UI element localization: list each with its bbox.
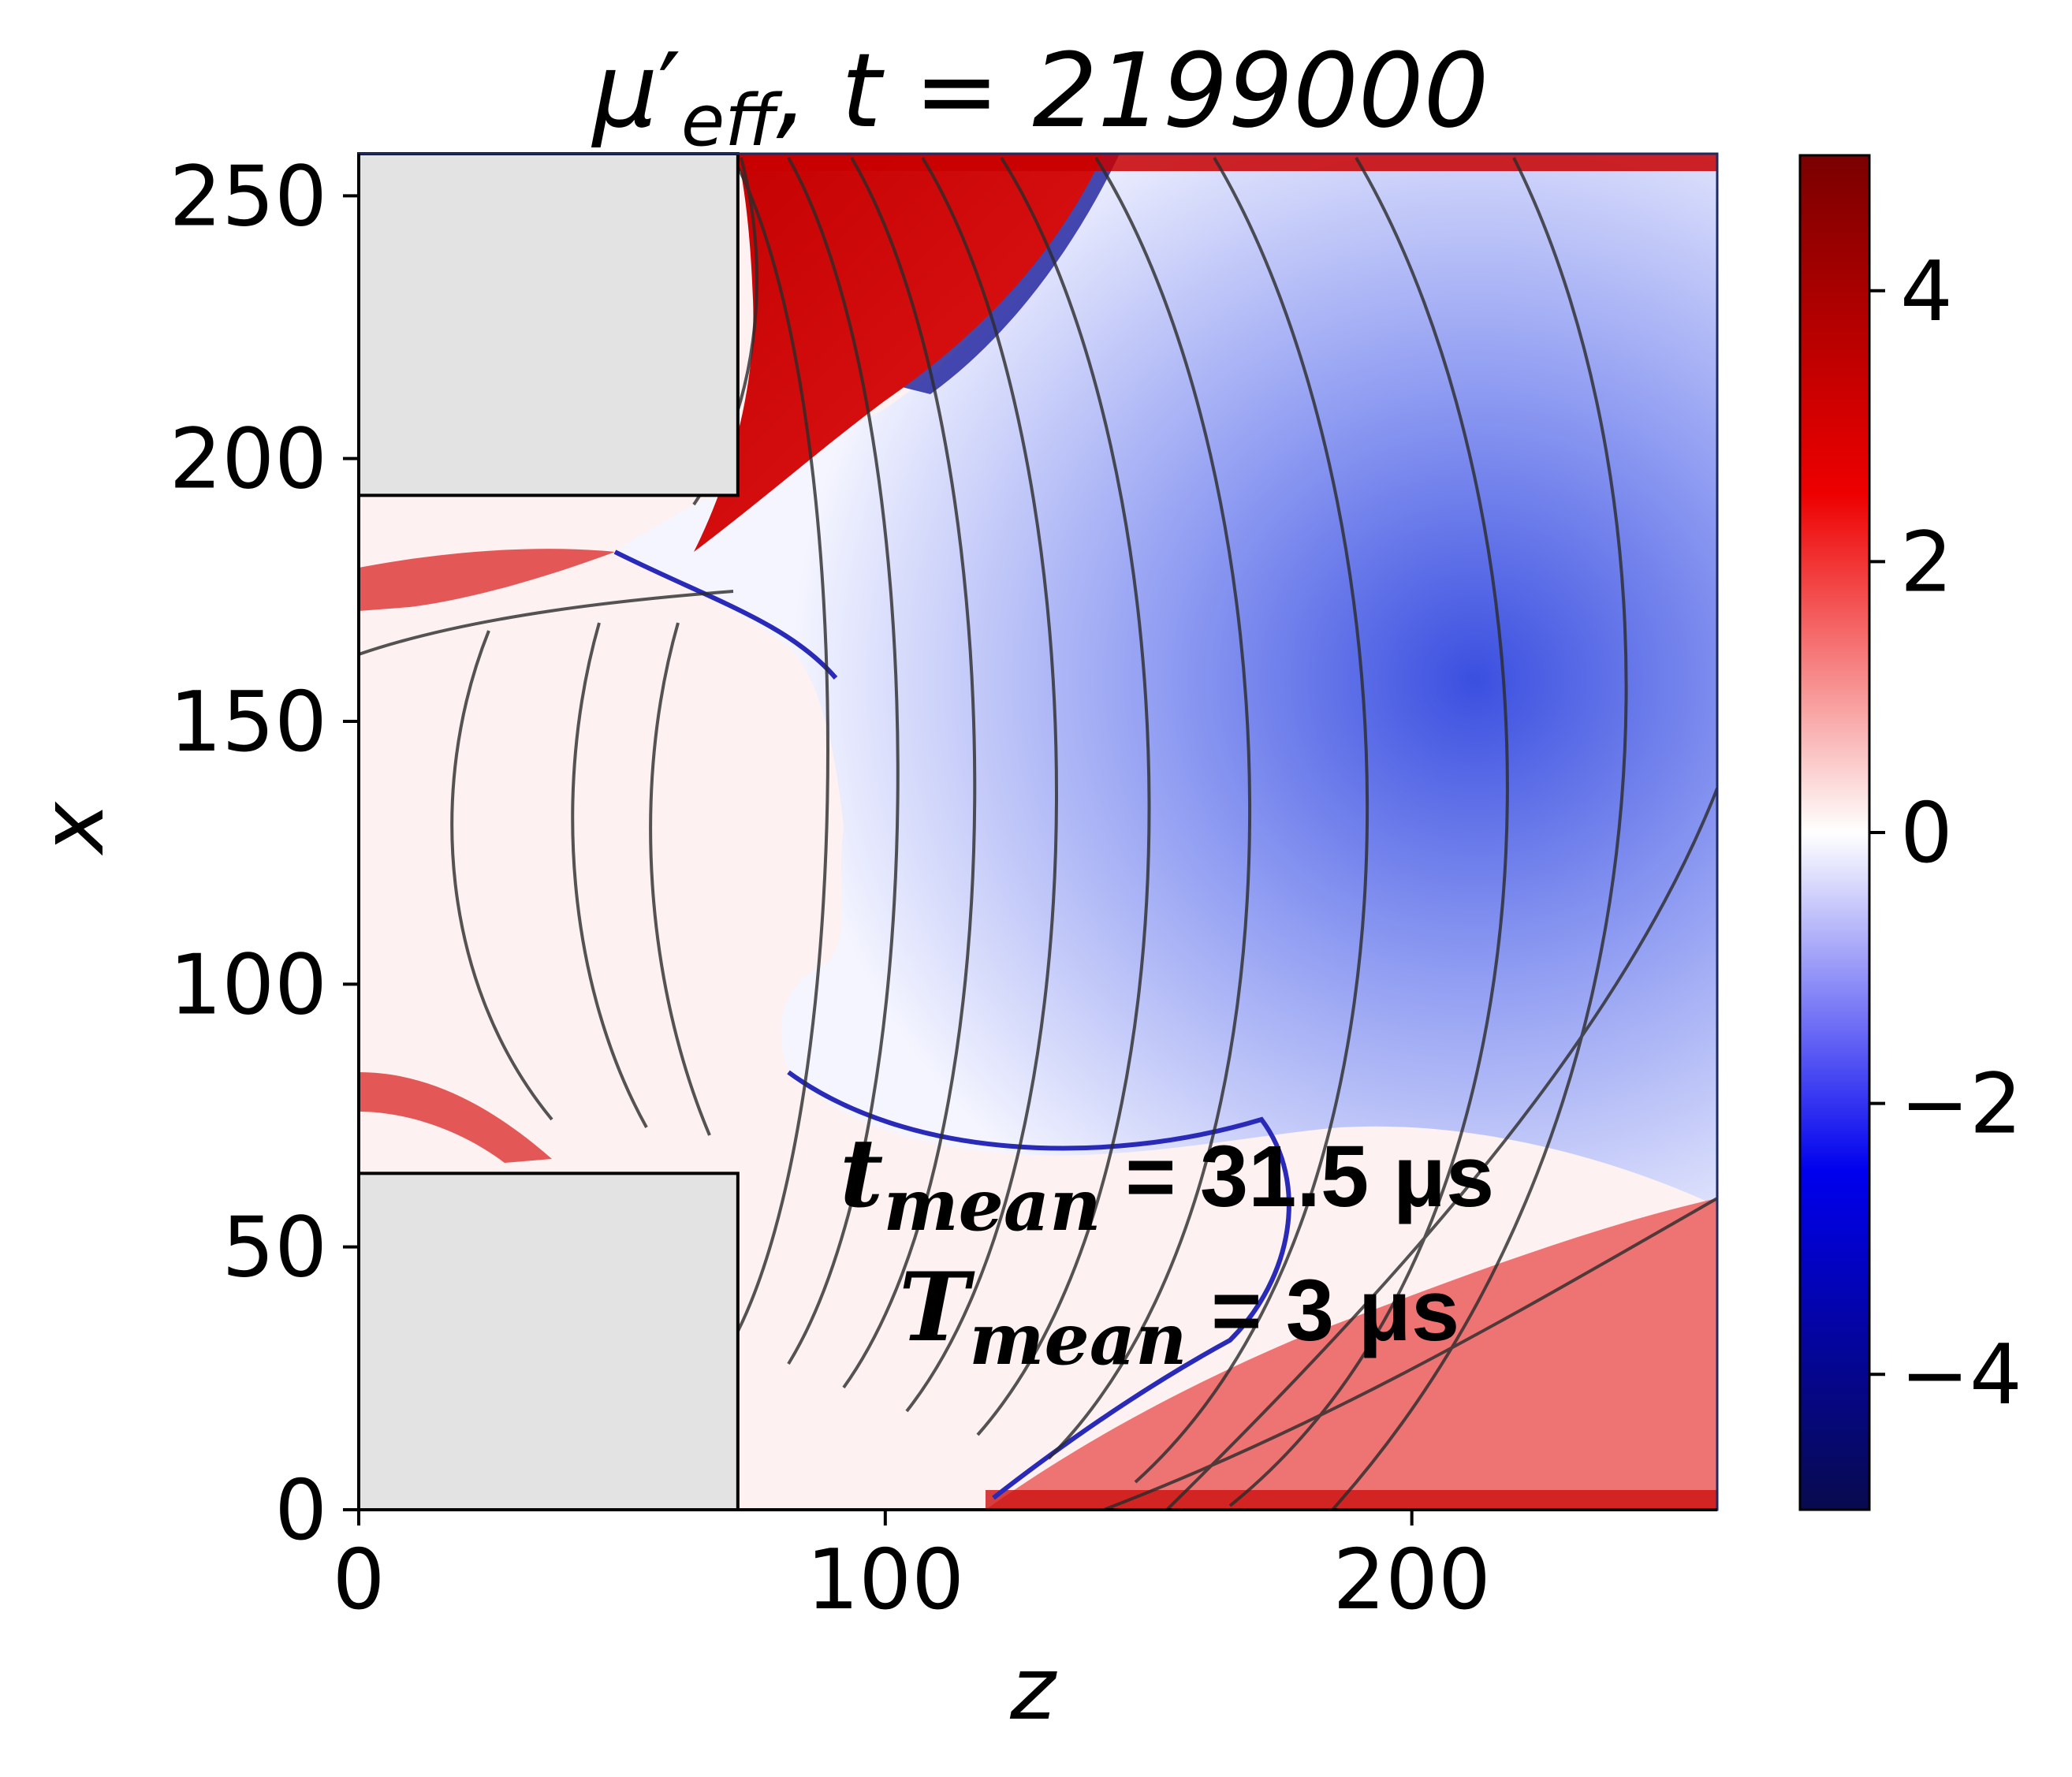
contour-line-5 [976,156,1151,1436]
annotation-T-sub: mean [969,1298,1187,1381]
x-tick-label-100: 100 [807,1532,964,1628]
contour-line-2 [787,157,900,1365]
field-bottom-red-strip [986,1490,1717,1510]
annotation-T-var: T [899,1252,975,1363]
obstacles [357,152,740,1512]
colorbar: 4 2 0 −2 −4 [1798,154,2022,1511]
annotation-T-mean: Tmean = 3 μs [899,1252,1459,1381]
x-tick-label-0: 0 [333,1532,386,1628]
y-tick-label-200: 200 [170,412,327,508]
contour-line-3 [842,156,977,1389]
contour-line-8 [1228,156,1509,1507]
colorbar-tick-label-3: −2 [1900,1056,2022,1153]
annotation-t-mean: tmean = 31.5 μs [840,1118,1494,1247]
annotation-t-var: t [840,1118,883,1229]
colorbar-ticks: 4 2 0 −2 −4 [1869,244,2022,1423]
field-top-red-strip [737,154,1717,171]
y-tick-label-250: 250 [170,148,327,244]
title-prime: ′ [658,31,681,151]
colorbar-tick-label-4: −4 [1900,1327,2022,1423]
chart-title: μ′eff, t = 2199000 [591,31,1489,162]
colorbar-tick-label-0: 4 [1900,244,1953,340]
contour-lines [359,156,1717,1510]
x-axis-label: z [1009,1638,1057,1739]
x-tick-label-200: 200 [1332,1532,1490,1628]
contour-line-11 [1103,1197,1717,1510]
contour-line-9 [1331,157,1628,1510]
x-ticks: 0 100 200 [333,1510,1491,1628]
y-tick-label-100: 100 [170,937,327,1033]
annotation-t-sub: mean [883,1164,1101,1247]
y-tick-label-50: 50 [222,1200,327,1296]
y-tick-label-150: 150 [170,674,327,770]
contour-line-12 [359,590,734,656]
annotation-T-value: = 3 μs [1187,1262,1460,1359]
title-rest: , t = 2199000 [776,31,1489,151]
field-red-wedge [694,154,1104,552]
contour-line-15 [649,622,711,1136]
annotation-t-value: = 31.5 μs [1101,1128,1495,1225]
y-tick-label-0: 0 [274,1462,327,1559]
contour-line-6 [1047,156,1251,1460]
contour-line-7 [1134,156,1370,1484]
contour-line-4 [905,156,1058,1413]
field-bottom-red-region [986,1198,1717,1510]
title-symbol: μ [591,31,658,151]
y-axis-label: x [22,801,123,856]
field-interface-line [613,549,1291,1500]
contour-line-13 [450,630,553,1121]
title-subscript: eff [681,80,783,162]
colorbar-tick-label-2: 0 [1900,785,1953,881]
contour-line-14 [571,622,648,1128]
contour-line-10 [1165,788,1717,1510]
field-left-red-streak [359,549,615,611]
field-lower-left-red-streak [359,1072,552,1163]
obstacle-1 [357,152,740,497]
obstacle-2 [357,1172,740,1512]
colorbar-gradient [1798,154,1871,1511]
contour-line-1 [732,157,829,1341]
colorbar-tick-label-1: 2 [1900,514,1953,610]
y-ticks: 0 50 100 150 200 250 [170,148,359,1559]
